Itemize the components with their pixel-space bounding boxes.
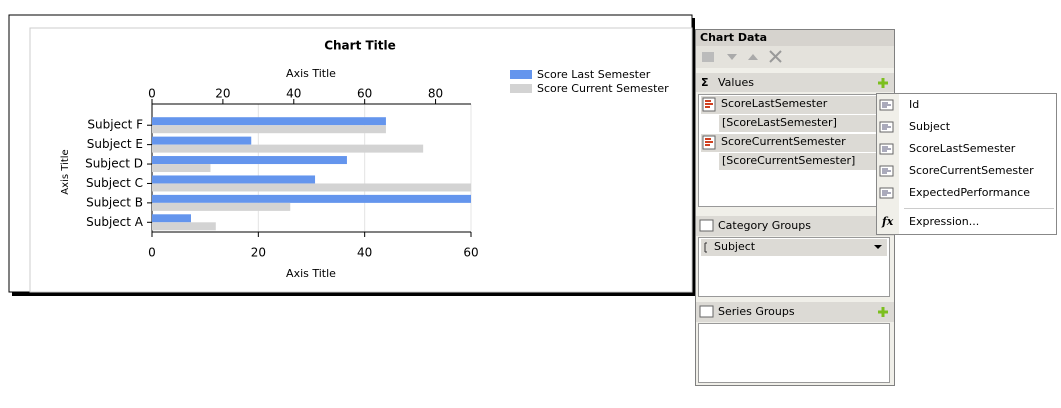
field-icon	[882, 102, 891, 108]
x-tick-label: 0	[148, 246, 156, 260]
bar[interactable]	[152, 175, 316, 184]
field-icon	[705, 138, 713, 146]
panel-title: Chart Data	[700, 31, 767, 44]
group-icon	[704, 242, 707, 253]
value-expression-text: [ScoreCurrentSemester]	[722, 154, 855, 167]
field-icon	[705, 100, 713, 108]
menu-item[interactable]: ScoreCurrentSemester	[909, 164, 1034, 177]
menu-frame	[876, 93, 1057, 235]
value-field: ScoreCurrentSemester	[721, 135, 846, 148]
value-expression[interactable]	[719, 115, 876, 132]
y-tick-label: Subject E	[87, 137, 143, 151]
y-tick-label: Subject A	[86, 215, 144, 229]
bar[interactable]	[152, 164, 211, 173]
x-tick-label: 40	[357, 246, 372, 260]
x2-tick-label: 0	[148, 87, 156, 101]
section-header	[696, 302, 894, 322]
group-field: Subject	[714, 240, 756, 253]
section-label: Series Groups	[718, 305, 795, 318]
y-tick-label: Subject D	[85, 157, 143, 171]
menu-item[interactable]: ExpectedPerformance	[909, 186, 1030, 199]
axis-title: Axis Title	[60, 149, 71, 194]
add-button[interactable]	[878, 307, 888, 317]
section-label: Category Groups	[718, 219, 811, 232]
axis-title: Axis Title	[286, 67, 336, 80]
menu-item[interactable]: Id	[909, 98, 919, 111]
bar[interactable]	[152, 202, 291, 211]
x-tick-label: 60	[463, 246, 478, 260]
y-tick-label: Subject B	[86, 195, 143, 209]
bar[interactable]	[152, 214, 191, 223]
bar[interactable]	[152, 117, 386, 126]
field-icon	[882, 146, 891, 152]
toolbar-button[interactable]	[769, 50, 782, 63]
section-header	[696, 216, 894, 236]
expression-icon: fx	[881, 215, 894, 228]
chart-data-panel: Chart Data Σ Values ScoreLastSemester [S…	[695, 29, 895, 386]
bar[interactable]	[152, 222, 216, 231]
legend-label: Score Last Semester	[537, 68, 651, 81]
y-tick-label: Subject F	[87, 118, 143, 132]
legend-swatch	[510, 70, 532, 79]
toolbar-button[interactable]	[748, 54, 758, 60]
legend-swatch	[510, 84, 532, 93]
x2-tick-label: 20	[215, 87, 230, 101]
bar[interactable]	[152, 156, 347, 165]
bar[interactable]	[152, 125, 386, 134]
menu-item[interactable]: ScoreLastSemester	[909, 142, 1016, 155]
axis-title: Axis Title	[286, 267, 336, 280]
toolbar	[696, 46, 894, 68]
series-box	[698, 323, 890, 383]
menu-item[interactable]: Expression...	[909, 215, 979, 228]
y-tick-label: Subject C	[86, 176, 143, 190]
x2-tick-label: 60	[357, 87, 372, 101]
value-item[interactable]	[701, 96, 876, 114]
groups-icon	[699, 305, 714, 318]
x2-tick-label: 40	[286, 87, 301, 101]
value-item[interactable]	[701, 134, 876, 152]
x-tick-label: 20	[251, 246, 266, 260]
plot: 0 20 40 60 0 20 40 60 80 Subject A Subject B Subjec…	[85, 68, 669, 260]
chart-title: Chart Title	[324, 39, 396, 53]
group-item[interactable]	[701, 239, 887, 256]
field-icon	[882, 190, 891, 196]
bar[interactable]	[152, 136, 252, 145]
panel-titlebar	[696, 30, 894, 46]
dropdown-arrow[interactable]	[874, 245, 882, 249]
sigma-icon: Σ	[701, 76, 709, 89]
x2-tick-label: 80	[428, 87, 443, 101]
menu-item[interactable]: Subject	[909, 120, 951, 133]
field-menu: fx Expression... Id Subject ScoreLastSemes…	[876, 93, 1057, 235]
value-expression-text: [ScoreLastSemester]	[722, 116, 837, 129]
toolbar-button[interactable]	[702, 52, 714, 62]
section-header	[696, 73, 894, 92]
bar[interactable]	[152, 194, 471, 203]
legend-label: Score Current Semester	[537, 82, 669, 95]
chart-area[interactable]	[29, 27, 693, 293]
field-icon	[882, 124, 891, 130]
add-button[interactable]	[878, 78, 888, 88]
field-icon	[882, 168, 891, 174]
toolbar-button[interactable]	[727, 54, 737, 60]
section-label: Values	[718, 76, 754, 89]
value-field: ScoreLastSemester	[721, 97, 828, 110]
value-expression[interactable]	[719, 153, 876, 170]
bar[interactable]	[152, 144, 424, 153]
groups-icon	[699, 219, 714, 232]
menu-icon-column	[877, 94, 899, 234]
bar[interactable]	[152, 183, 471, 192]
